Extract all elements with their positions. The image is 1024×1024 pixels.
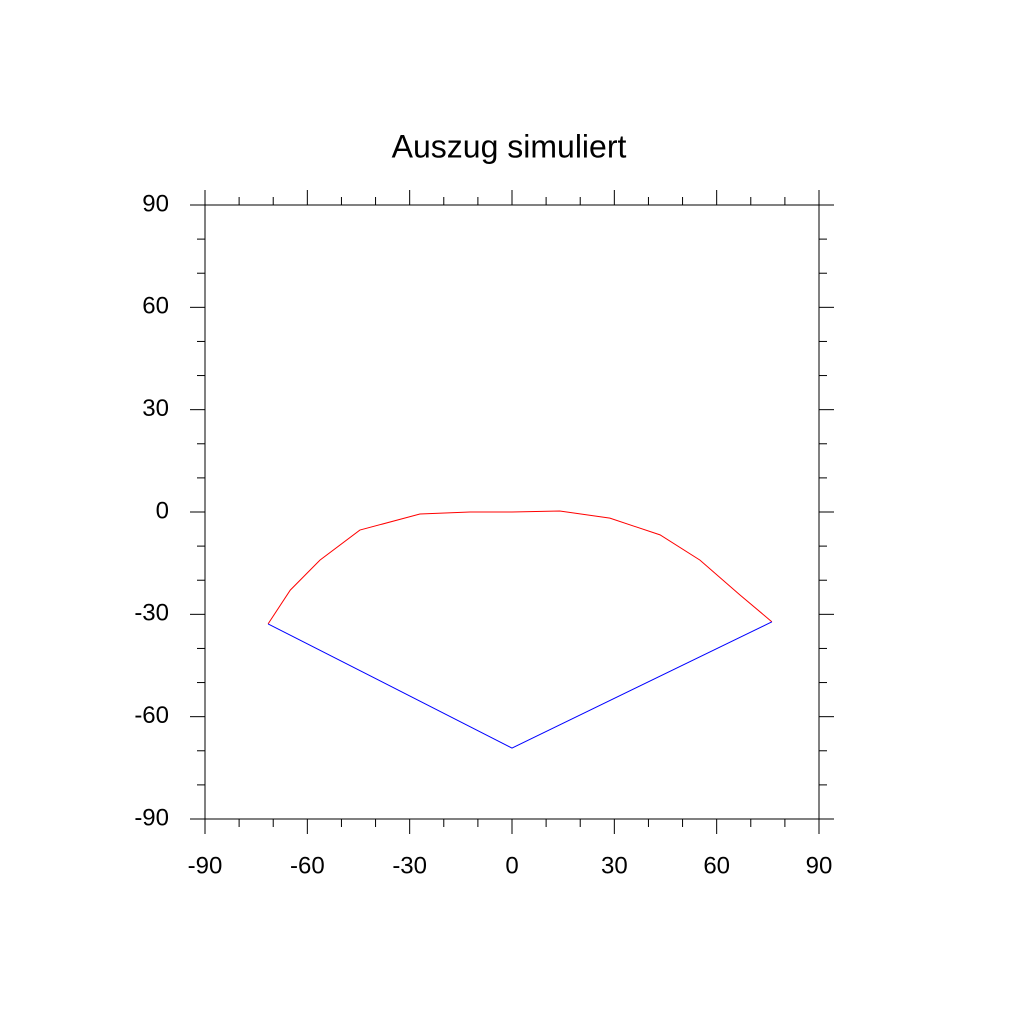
data-line: [267, 621, 773, 749]
x-tick-label: 30: [601, 852, 628, 879]
y-tick-label: -60: [134, 702, 169, 729]
y-tick-label: -90: [134, 804, 169, 831]
x-tick-label: 0: [505, 852, 518, 879]
y-tick-label: 60: [142, 293, 169, 320]
x-tick-label: 90: [806, 852, 833, 879]
y-tick-label: 90: [142, 190, 169, 217]
y-tick-label: 0: [156, 497, 169, 524]
x-tick-label: -60: [290, 852, 325, 879]
x-tick-label: 60: [703, 852, 730, 879]
x-tick-label: -90: [188, 852, 223, 879]
data-line: [267, 510, 773, 625]
y-tick-label: -30: [134, 600, 169, 627]
chart-title: Auszug simuliert: [392, 128, 627, 164]
y-tick-label: 30: [142, 395, 169, 422]
x-tick-label: -30: [392, 852, 427, 879]
